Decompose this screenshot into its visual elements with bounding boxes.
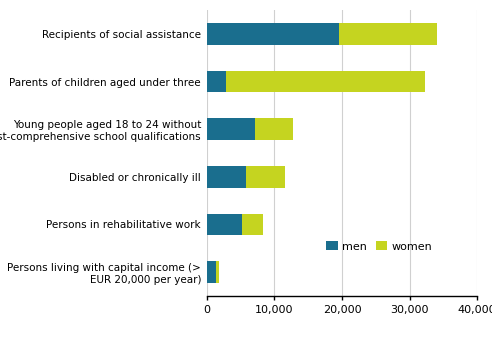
Bar bbox=[242, 214, 264, 235]
Bar bbox=[207, 118, 255, 140]
Bar bbox=[246, 166, 285, 188]
Bar bbox=[216, 261, 219, 283]
Bar bbox=[225, 71, 425, 92]
Legend: men, women: men, women bbox=[322, 237, 436, 256]
Bar bbox=[207, 261, 216, 283]
Bar bbox=[207, 214, 242, 235]
Bar bbox=[207, 71, 225, 92]
Bar bbox=[207, 23, 338, 45]
Bar bbox=[207, 166, 246, 188]
Bar bbox=[255, 118, 293, 140]
Bar bbox=[338, 23, 437, 45]
